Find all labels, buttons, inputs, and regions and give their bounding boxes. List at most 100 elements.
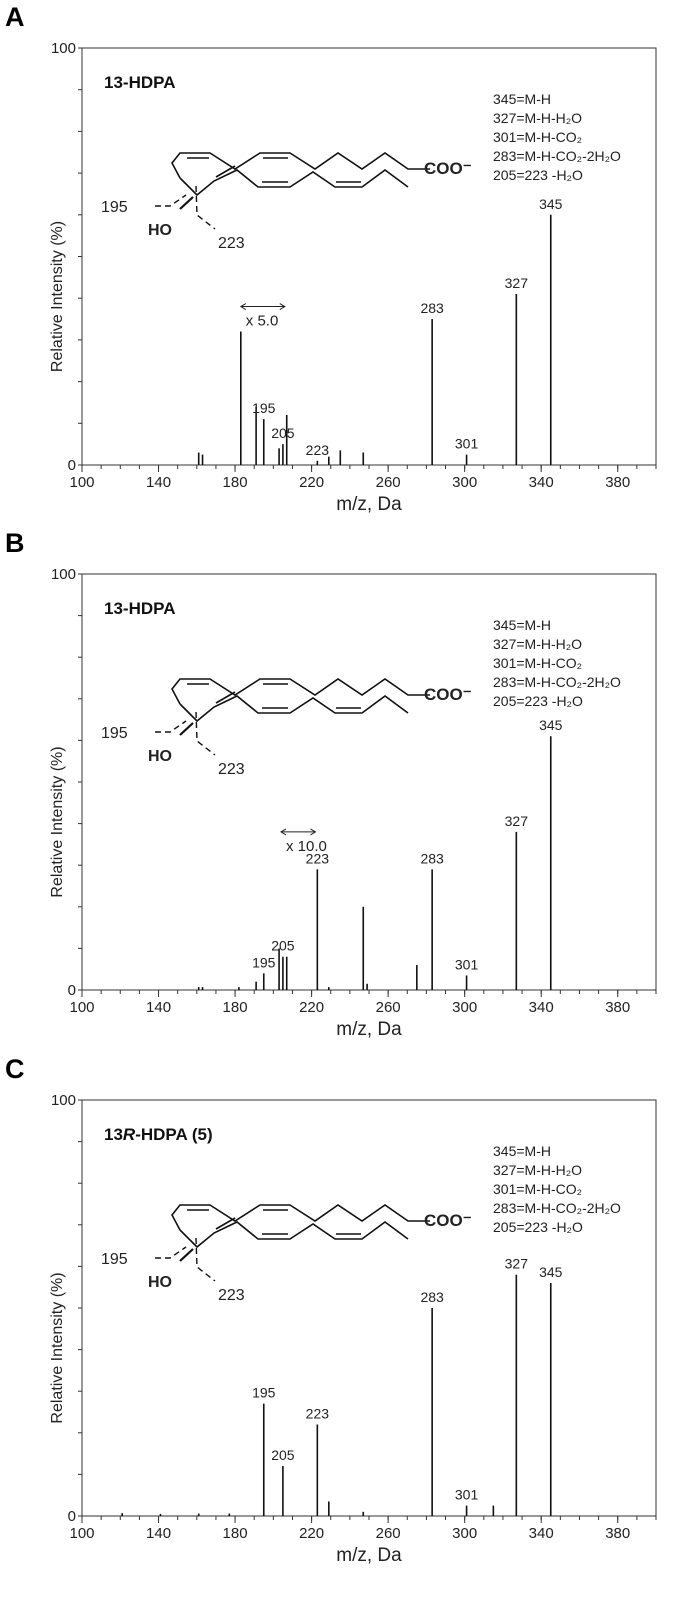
carbon-chain-bottom — [179, 1221, 409, 1249]
cleavage-line-223 — [195, 711, 216, 756]
peak-label: 205 — [271, 425, 295, 441]
peak-label: 205 — [271, 938, 295, 954]
x-tick-label: 340 — [529, 474, 554, 491]
fragment-legend-line: 301=M-H-CO₂ — [493, 129, 582, 145]
fragment-legend-line: 345=M-H — [493, 617, 551, 633]
cleavage-label-223: 223 — [218, 235, 245, 252]
fragment-legend-line: 327=M-H-H₂O — [493, 110, 582, 126]
x-tick-label: 180 — [223, 1525, 248, 1542]
fragment-legend-line: 301=M-H-CO₂ — [493, 1181, 582, 1197]
y-axis-label: Relative Intensity (%) — [49, 746, 66, 897]
hydroxyl-bond — [179, 196, 194, 210]
scale-factor-label: x 5.0 — [246, 313, 279, 330]
fragment-legend-line: 327=M-H-H₂O — [493, 1162, 582, 1178]
hydroxyl-bond — [179, 1248, 194, 1262]
cleavage-label-223: 223 — [218, 761, 245, 778]
fragment-legend-line: 205=223 -H₂O — [493, 693, 583, 709]
cleavage-label-195: 195 — [101, 725, 128, 742]
y-tick-label: 0 — [68, 457, 76, 474]
double-bond — [215, 1217, 236, 1230]
cleavage-line-195 — [155, 1246, 187, 1259]
carboxylate-label: COO⁻ — [424, 1211, 472, 1230]
fragment-legend-line: 345=M-H — [493, 91, 551, 107]
x-tick-label: 380 — [605, 1525, 630, 1542]
scale-arrow-right — [310, 828, 317, 836]
cleavage-line-223 — [195, 185, 216, 230]
scale-arrow-left — [280, 828, 287, 836]
scale-arrow-right — [279, 303, 286, 310]
cleavage-line-195 — [155, 194, 187, 207]
double-bond — [215, 691, 236, 704]
cleavage-label-223: 223 — [218, 1287, 245, 1304]
x-tick-label: 380 — [605, 474, 630, 491]
x-tick-label: 220 — [299, 999, 324, 1016]
peak-label: 327 — [505, 813, 529, 829]
peak-label: 195 — [252, 400, 276, 416]
hydroxyl-label: HO — [148, 1274, 172, 1291]
peak-label: 301 — [455, 436, 479, 452]
scale-factor-label: x 10.0 — [286, 838, 327, 855]
compound-label: 13-HDPA — [104, 73, 175, 92]
hydroxyl-bond — [179, 722, 194, 736]
y-tick-label: 0 — [68, 1508, 76, 1525]
panel-letter: C — [5, 1054, 25, 1084]
fragment-legend-line: 283=M-H-CO₂-2H₂O — [493, 148, 621, 164]
carbon-chain-top — [171, 678, 430, 705]
y-tick-label: 100 — [51, 40, 76, 57]
x-tick-label: 100 — [69, 1525, 94, 1542]
x-tick-label: 180 — [223, 999, 248, 1016]
x-tick-label: 260 — [376, 1525, 401, 1542]
structure-diagram — [155, 1204, 430, 1282]
carboxylate-label: COO⁻ — [424, 685, 472, 704]
peak-label: 301 — [455, 1487, 479, 1503]
peak-label: 283 — [420, 850, 444, 866]
peak-label: 301 — [455, 956, 479, 972]
cleavage-label-195: 195 — [101, 1251, 128, 1268]
x-tick-label: 380 — [605, 999, 630, 1016]
x-tick-label: 340 — [529, 1525, 554, 1542]
x-tick-label: 140 — [146, 999, 171, 1016]
carbon-chain-bottom — [179, 695, 409, 723]
peak-label: 195 — [252, 954, 276, 970]
peak-label: 345 — [539, 717, 563, 733]
peak-label: 223 — [306, 1405, 330, 1421]
x-tick-label: 300 — [452, 1525, 477, 1542]
cleavage-line-223 — [195, 1237, 216, 1282]
peak-label: 283 — [420, 1289, 444, 1305]
x-tick-label: 180 — [223, 474, 248, 491]
y-tick-label: 100 — [51, 1092, 76, 1109]
x-axis-label: m/z, Da — [336, 1545, 402, 1566]
structure-diagram — [155, 152, 430, 230]
x-axis-label: m/z, Da — [336, 1019, 402, 1040]
scale-arrow-left — [239, 303, 247, 310]
double-bond — [215, 165, 236, 178]
fragment-legend-line: 345=M-H — [493, 1143, 551, 1159]
x-tick-label: 140 — [146, 474, 171, 491]
carbon-chain-bottom — [179, 169, 409, 197]
carboxylate-label: COO⁻ — [424, 159, 472, 178]
peak-label: 327 — [505, 1256, 529, 1272]
peak-label: 345 — [539, 196, 563, 212]
x-tick-label: 220 — [299, 474, 324, 491]
x-tick-label: 220 — [299, 1525, 324, 1542]
fragment-legend-line: 205=223 -H₂O — [493, 167, 583, 183]
peak-label: 223 — [306, 850, 330, 866]
x-tick-label: 100 — [69, 999, 94, 1016]
fragment-legend-line: 205=223 -H₂O — [493, 1219, 583, 1235]
peak-label: 345 — [539, 1264, 563, 1280]
compound-label: 13-HDPA — [104, 599, 175, 618]
x-tick-label: 340 — [529, 999, 554, 1016]
y-axis-label: Relative Intensity (%) — [49, 1272, 66, 1423]
cleavage-label-195: 195 — [101, 199, 128, 216]
peak-label: 327 — [505, 275, 529, 291]
x-tick-label: 260 — [376, 999, 401, 1016]
carbon-chain-top — [171, 152, 430, 179]
hydroxyl-label: HO — [148, 222, 172, 239]
fragment-legend-line: 283=M-H-CO₂-2H₂O — [493, 674, 621, 690]
x-tick-label: 260 — [376, 474, 401, 491]
peak-label: 283 — [420, 300, 444, 316]
peak-label: 205 — [271, 1447, 295, 1463]
